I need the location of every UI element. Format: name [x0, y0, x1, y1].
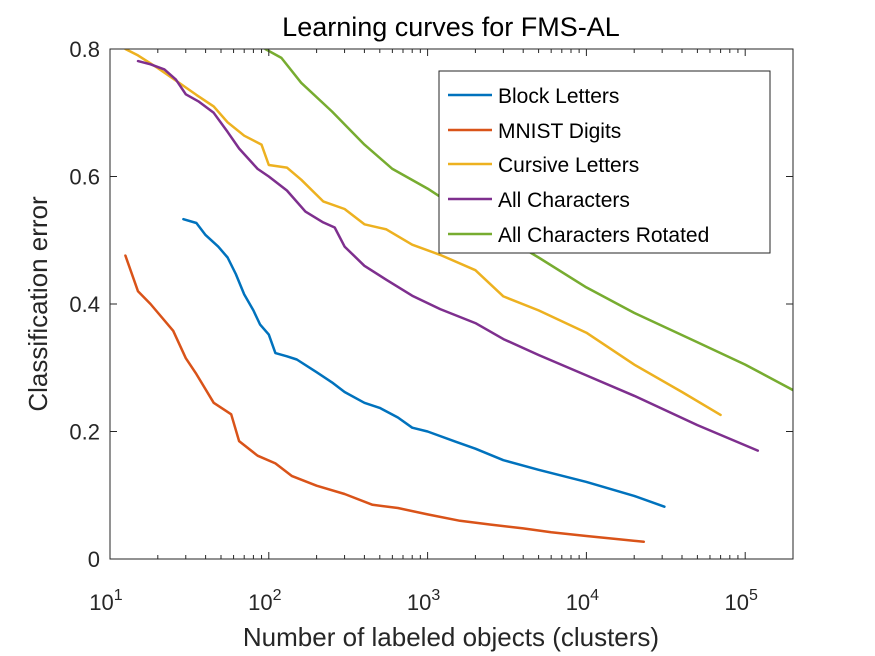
- series-line-block-letters: [182, 217, 666, 508]
- series-line-all-characters: [136, 59, 760, 452]
- x-tick-label: 105: [725, 587, 758, 615]
- legend-label-all-characters: All Characters: [498, 189, 630, 212]
- legend: Block Letters MNIST Digits Cursive Lette…: [438, 70, 771, 254]
- legend-label-mnist-digits: MNIST Digits: [498, 120, 621, 143]
- legend-label-block-letters: Block Letters: [498, 85, 619, 108]
- y-tick-label: 0.2: [69, 420, 100, 445]
- legend-box: [438, 70, 771, 254]
- x-axis-title: Number of labeled objects (clusters): [243, 622, 659, 652]
- x-tick-label: 101: [89, 587, 122, 615]
- series-layer: [124, 49, 793, 544]
- y-tick-label: 0: [88, 547, 100, 572]
- legend-label-all-characters-rotated: All Characters Rotated: [498, 224, 709, 247]
- y-tick-label: 0.8: [69, 37, 100, 62]
- y-tick-label: 0.6: [69, 165, 100, 190]
- y-axis-title: Classification error: [23, 196, 53, 412]
- y-tick-label: 0.4: [69, 292, 100, 317]
- x-tick-label: 104: [566, 587, 599, 615]
- series-line-cursive-letters: [124, 49, 722, 417]
- x-tick-label: 102: [248, 587, 281, 615]
- chart-title: Learning curves for FMS-AL: [282, 12, 620, 42]
- legend-label-cursive-letters: Cursive Letters: [498, 154, 639, 177]
- ticks-layer: 101 102 103 104 105 0 0.2 0.4 0.6 0.8: [69, 37, 794, 615]
- series-line-mnist-digits: [124, 254, 646, 544]
- x-tick-label: 103: [407, 587, 440, 615]
